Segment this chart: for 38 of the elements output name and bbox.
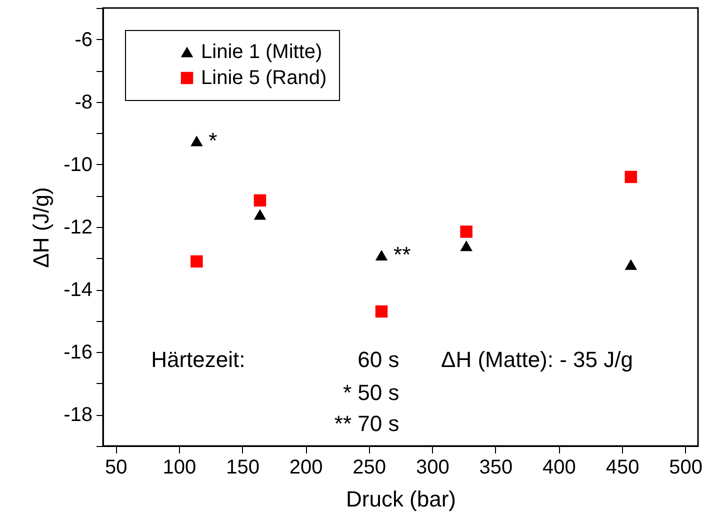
point	[190, 136, 203, 146]
y-tick-label: -10	[64, 154, 92, 176]
x-tick-label: 500	[669, 456, 703, 478]
y-tick-label: -18	[64, 404, 92, 426]
point	[190, 255, 203, 268]
point	[375, 305, 388, 318]
annotation: Härtezeit:	[151, 346, 246, 372]
x-tick-label: 450	[606, 456, 640, 478]
point	[460, 240, 472, 252]
annotation: 60 s	[358, 346, 400, 372]
annotation: * 50 s	[342, 380, 400, 405]
point	[624, 170, 638, 184]
point	[624, 259, 638, 270]
legend-label: Linie 1 (Mitte)	[201, 41, 322, 63]
x-tick-label: 100	[162, 456, 196, 478]
point	[254, 194, 266, 207]
y-tick-label: -14	[64, 279, 92, 302]
y-tick-label: -16	[64, 342, 92, 364]
x-tick-label: 300	[416, 456, 450, 478]
y-tick-label: -8	[74, 91, 92, 114]
y-tick-label: -6	[74, 28, 92, 51]
x-tick-label: 250	[352, 456, 386, 478]
y-axis-title: ΔH (J/g)	[28, 187, 54, 268]
annotation: ΔH (Matte): - 35 J/g	[441, 346, 633, 372]
x-tick-label: 200	[289, 456, 323, 478]
legend-label: Linie 5 (Rand)	[201, 67, 327, 89]
x-tick-label: 350	[479, 456, 513, 478]
x-tick-label: 50	[105, 456, 128, 478]
annotation: ** 70 s	[334, 411, 400, 436]
x-tick-label: 150	[226, 456, 260, 478]
x-tick-label: 400	[542, 456, 576, 478]
annotation: *	[208, 128, 218, 153]
x-axis-title: Druck (bar)	[346, 486, 456, 512]
point	[460, 226, 472, 238]
y-tick-label: -12	[64, 216, 92, 238]
point	[254, 209, 266, 220]
point	[375, 250, 388, 260]
annotation: **	[394, 242, 412, 268]
